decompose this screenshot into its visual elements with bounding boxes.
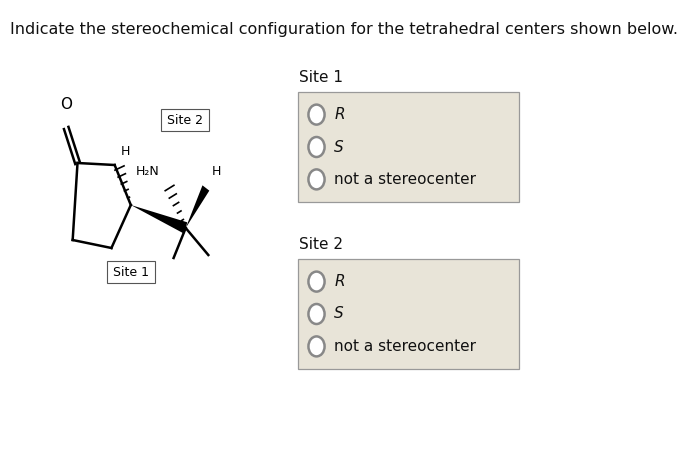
Text: R: R	[335, 107, 345, 122]
Circle shape	[309, 137, 325, 157]
Text: S: S	[335, 139, 344, 155]
Text: H: H	[120, 145, 130, 158]
Text: not a stereocenter: not a stereocenter	[335, 339, 476, 354]
Text: Site 2: Site 2	[167, 114, 203, 126]
Polygon shape	[186, 185, 209, 228]
Text: H₂N: H₂N	[136, 165, 160, 178]
Circle shape	[309, 170, 325, 189]
Text: not a stereocenter: not a stereocenter	[335, 172, 476, 187]
Circle shape	[309, 304, 325, 324]
Text: H: H	[211, 165, 221, 178]
Circle shape	[309, 272, 325, 292]
Text: Site 1: Site 1	[299, 70, 343, 85]
Text: Site 1: Site 1	[113, 266, 149, 279]
Circle shape	[309, 336, 325, 356]
Text: Site 2: Site 2	[299, 237, 343, 252]
Text: Indicate the stereochemical configuration for the tetrahedral centers shown belo: Indicate the stereochemical configuratio…	[10, 22, 678, 37]
FancyBboxPatch shape	[298, 259, 519, 369]
FancyBboxPatch shape	[106, 261, 155, 283]
Text: O: O	[60, 97, 72, 112]
Circle shape	[309, 105, 325, 124]
FancyBboxPatch shape	[161, 109, 209, 131]
Polygon shape	[131, 205, 188, 234]
Text: S: S	[335, 307, 344, 322]
Text: R: R	[335, 274, 345, 289]
FancyBboxPatch shape	[298, 92, 519, 202]
